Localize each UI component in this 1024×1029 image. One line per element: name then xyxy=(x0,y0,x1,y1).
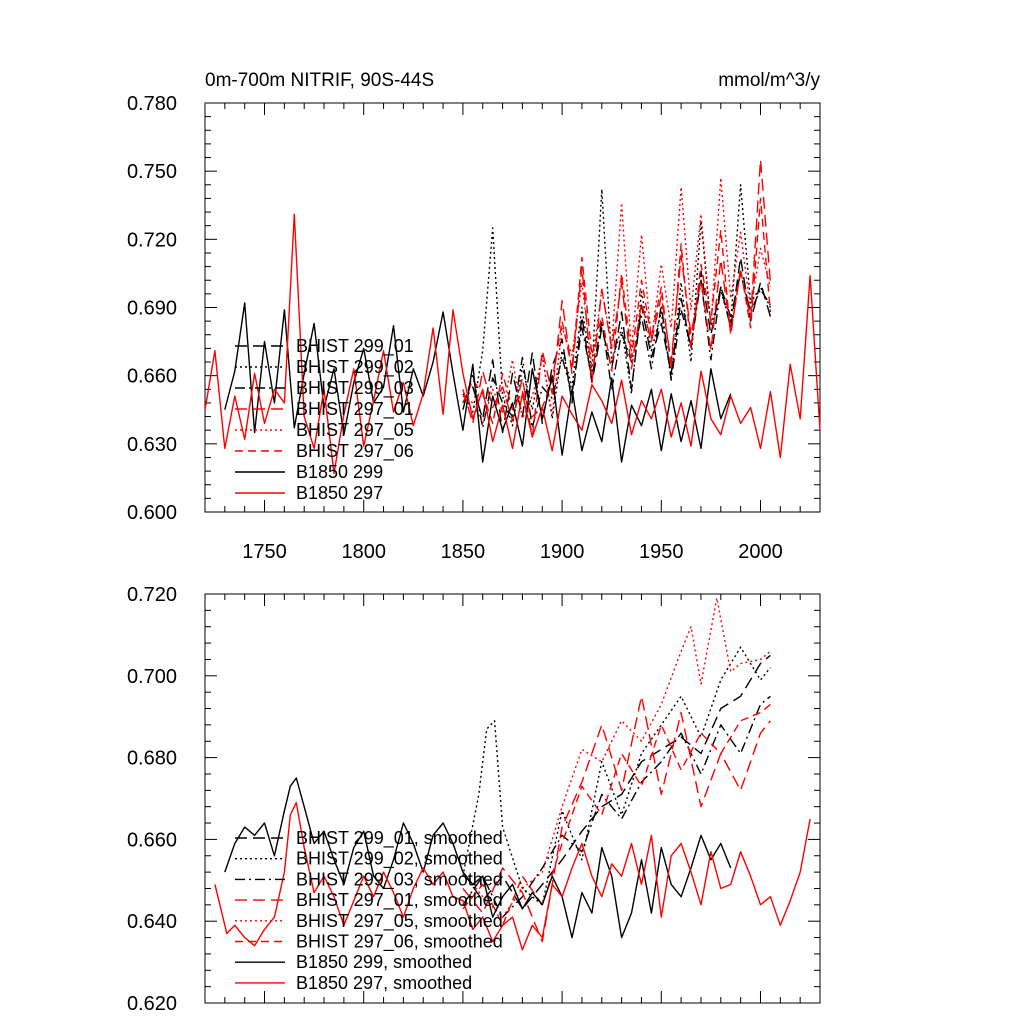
series-line xyxy=(462,695,771,943)
legend-label: B1850 299, smoothed xyxy=(296,952,472,972)
y-tick-label: 0.720 xyxy=(127,229,177,251)
y-tick-label: 0.680 xyxy=(127,748,177,770)
y-tick-label: 0.750 xyxy=(127,161,177,183)
panel-2: 0.620 0.640 0.660 0.680 0.700 0.720 BHIST 299_… xyxy=(127,584,821,1015)
legend-label: BHIST 299_03, smoothed xyxy=(296,869,503,890)
units-label: mmol/m^3/y xyxy=(718,70,820,91)
y-tick-label: 0.780 xyxy=(127,93,177,115)
series-line xyxy=(214,801,811,951)
y-tick-label: 0.620 xyxy=(127,993,177,1015)
legend-label: BHIST 297_05 xyxy=(296,420,414,441)
series-line xyxy=(462,695,771,918)
panel-1: 1750 1800 1850 1900 1950 2000 0.600 0.630 0.660 0… xyxy=(127,70,821,563)
series-line xyxy=(224,777,732,939)
y-tick-label: 0.630 xyxy=(127,434,177,456)
x-tick-label: 1900 xyxy=(540,541,585,563)
legend-label: B1850 299 xyxy=(296,462,383,482)
y-tick-label: 0.720 xyxy=(127,584,177,606)
chart-title: 0m-700m NITRIF, 90S-44S xyxy=(205,70,434,91)
series-line xyxy=(224,302,732,463)
legend-label: BHIST 299_03 xyxy=(296,378,414,399)
legend-label: BHIST 299_01, smoothed xyxy=(296,828,503,849)
x-tick-label: 2000 xyxy=(738,541,783,563)
legend-label: BHIST 297_01, smoothed xyxy=(296,890,503,911)
series-line xyxy=(462,177,772,425)
x-tick-label: 1750 xyxy=(242,541,287,563)
legend-label: BHIST 297_01 xyxy=(296,399,414,420)
x-tick-label: 1950 xyxy=(639,541,684,563)
legend-label: BHIST 299_02 xyxy=(296,357,414,378)
series-line xyxy=(462,654,771,910)
legend-label: BHIST 297_06 xyxy=(296,441,414,462)
series-line xyxy=(462,703,771,926)
legend-label: BHIST 297_05, smoothed xyxy=(296,911,503,932)
legend-label: B1850 297 xyxy=(296,483,383,503)
series-line xyxy=(462,646,771,906)
x-tick-label: 1800 xyxy=(341,541,386,563)
series-line xyxy=(462,597,771,918)
y-tick-label: 0.690 xyxy=(127,298,177,320)
y-tick-label: 0.660 xyxy=(127,366,177,388)
legend-label: BHIST 297_06, smoothed xyxy=(296,932,503,953)
plot-frame xyxy=(204,593,821,1004)
y-tick-label: 0.700 xyxy=(127,666,177,688)
series-line xyxy=(462,197,772,425)
legend-label: BHIST 299_01 xyxy=(296,336,414,357)
series-line xyxy=(462,272,771,429)
x-tick-label: 1850 xyxy=(441,541,486,563)
y-tick-label: 0.640 xyxy=(127,911,177,933)
y-tick-label: 0.660 xyxy=(127,829,177,851)
legend-label: BHIST 299_02, smoothed xyxy=(296,849,503,870)
y-tick-label: 0.600 xyxy=(127,502,177,524)
legend-label: B1850 297, smoothed xyxy=(296,973,472,993)
series-line xyxy=(204,213,821,475)
